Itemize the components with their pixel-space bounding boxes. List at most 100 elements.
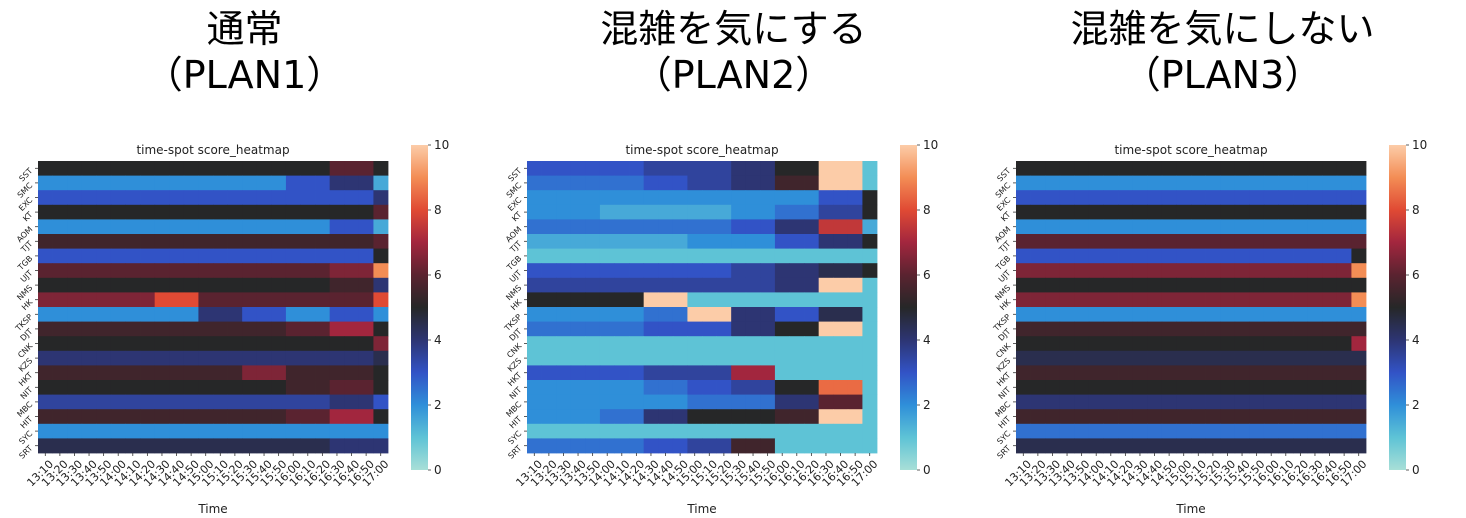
heatmap-cell bbox=[242, 263, 258, 279]
heatmap-cell bbox=[1045, 380, 1061, 395]
heatmap-cell bbox=[1205, 234, 1221, 249]
heatmap-cell bbox=[1016, 380, 1031, 395]
heatmap-cell bbox=[527, 409, 542, 425]
heatmap-cell bbox=[344, 161, 360, 176]
heatmap-cell bbox=[344, 263, 360, 279]
heatmap-cell bbox=[833, 307, 849, 322]
y-tick-label: SYC bbox=[995, 429, 1012, 446]
heatmap-cell bbox=[1293, 263, 1309, 279]
heatmap-cell bbox=[541, 277, 557, 293]
x-axis-label: Time bbox=[686, 502, 716, 516]
heatmap-cell bbox=[1249, 394, 1265, 410]
colorbar-tick-label: 8 bbox=[434, 203, 442, 217]
heatmap-cell bbox=[1205, 336, 1221, 352]
heatmap-cell bbox=[110, 161, 126, 176]
heatmap-cell bbox=[1147, 380, 1163, 395]
chart-title: time-spot score_heatmap bbox=[1114, 143, 1267, 157]
heatmap-cell bbox=[1351, 234, 1367, 249]
heatmap-cell bbox=[300, 380, 316, 395]
heatmap-cell bbox=[140, 380, 156, 395]
heatmap-cell bbox=[1293, 190, 1309, 206]
heatmap-cell bbox=[329, 380, 345, 395]
heatmap-cell bbox=[1205, 175, 1221, 191]
heatmap-cell bbox=[716, 350, 732, 366]
heatmap-cell bbox=[1132, 277, 1148, 293]
heatmap-cell bbox=[271, 292, 287, 308]
heatmap-cell bbox=[169, 423, 185, 439]
heatmap-cell bbox=[1030, 409, 1046, 425]
heatmap-cell bbox=[183, 423, 199, 439]
heatmap-cell bbox=[315, 161, 331, 176]
heatmap-cell bbox=[183, 292, 199, 308]
heatmap-cell bbox=[1045, 292, 1061, 308]
heatmap-cell bbox=[1147, 190, 1163, 206]
heatmap-cell bbox=[585, 175, 601, 191]
heatmap-cell bbox=[1220, 409, 1236, 425]
heatmap-cell bbox=[556, 350, 572, 366]
heatmap-cell bbox=[614, 292, 630, 308]
heatmap-cell bbox=[1118, 394, 1134, 410]
heatmap-cell bbox=[1205, 394, 1221, 410]
heatmap-cell bbox=[745, 423, 761, 439]
heatmap-cell bbox=[1351, 263, 1367, 279]
heatmap-cell bbox=[541, 423, 557, 439]
heatmap-cell bbox=[169, 263, 185, 279]
heatmap-cell bbox=[672, 350, 688, 366]
heatmap-cell bbox=[599, 321, 615, 337]
heatmap-cell bbox=[1263, 234, 1279, 249]
heatmap-cell bbox=[585, 277, 601, 293]
heatmap-cell bbox=[702, 263, 717, 279]
heatmap-cell bbox=[242, 248, 258, 264]
heatmap-cell bbox=[271, 307, 287, 322]
heatmap-cell bbox=[585, 394, 601, 410]
heatmap-cell bbox=[1322, 307, 1338, 322]
heatmap-cell bbox=[67, 438, 83, 454]
heatmap-cell bbox=[1234, 307, 1250, 322]
y-tick-label: AOM bbox=[15, 225, 35, 245]
heatmap-cell bbox=[373, 175, 389, 191]
heatmap-cell bbox=[570, 292, 586, 308]
heatmap-cell bbox=[358, 190, 374, 206]
heatmap-cell bbox=[227, 204, 243, 220]
heatmap-cell bbox=[687, 409, 703, 425]
heatmap-cell bbox=[527, 350, 542, 366]
heatmap-cell bbox=[527, 321, 542, 337]
heatmap-cell bbox=[1205, 409, 1221, 425]
heatmap-cell bbox=[315, 292, 331, 308]
heatmap-cell bbox=[242, 175, 258, 191]
heatmap-cell bbox=[658, 175, 674, 191]
heatmap-cell bbox=[570, 394, 586, 410]
heatmap-cell bbox=[344, 394, 360, 410]
heatmap-cell bbox=[1278, 248, 1294, 264]
heatmap-cell bbox=[52, 175, 68, 191]
heatmap-cell bbox=[1336, 365, 1352, 381]
heatmap-cell bbox=[833, 350, 849, 366]
heatmap-cell bbox=[847, 409, 863, 425]
heatmap-cell bbox=[672, 292, 688, 308]
heatmap-cell bbox=[110, 190, 126, 206]
heatmap-cell bbox=[556, 423, 572, 439]
colorbar-tick-label: 6 bbox=[923, 268, 931, 282]
heatmap-cell bbox=[183, 365, 199, 381]
heatmap-cell bbox=[774, 394, 790, 410]
heatmap-cell bbox=[1322, 409, 1338, 425]
heatmap-cell bbox=[629, 190, 645, 206]
y-tick-label: TGB bbox=[16, 254, 35, 273]
heatmap-cell bbox=[1147, 365, 1163, 381]
heatmap-cell bbox=[1103, 394, 1119, 410]
heatmap-cell bbox=[1263, 277, 1279, 293]
y-tick-label: SRT bbox=[506, 444, 523, 461]
heatmap-cell bbox=[344, 292, 360, 308]
heatmap-cell bbox=[1293, 161, 1309, 176]
heatmap-cell bbox=[213, 321, 228, 337]
heatmap-cell bbox=[1103, 219, 1119, 235]
heatmap-cell bbox=[1030, 175, 1046, 191]
heatmap-cell bbox=[329, 394, 345, 410]
heatmap-cell bbox=[110, 175, 126, 191]
heatmap-chart: time-spot score_heatmapSSTSMCEXCKTAOMTJT… bbox=[13, 138, 449, 516]
heatmap-cell bbox=[256, 409, 272, 425]
heatmap-cell bbox=[570, 438, 586, 454]
heatmap-cell bbox=[1059, 438, 1075, 454]
panel-plan3: 混雑を気にしない （PLAN3） time-spot score_heatmap… bbox=[978, 0, 1466, 518]
heatmap-cell bbox=[1088, 423, 1104, 439]
